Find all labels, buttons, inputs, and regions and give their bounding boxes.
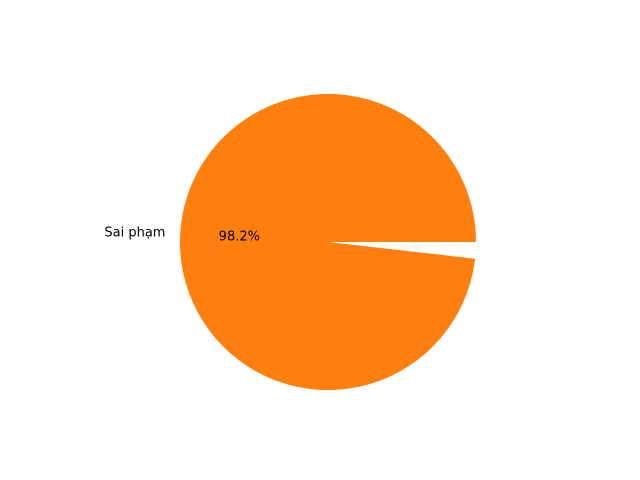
pie-slice-pct-label-0: 98.2% bbox=[219, 229, 260, 244]
pie-slice-label-0: Sai phạm bbox=[104, 225, 165, 240]
pie-slice-0 bbox=[180, 94, 476, 391]
